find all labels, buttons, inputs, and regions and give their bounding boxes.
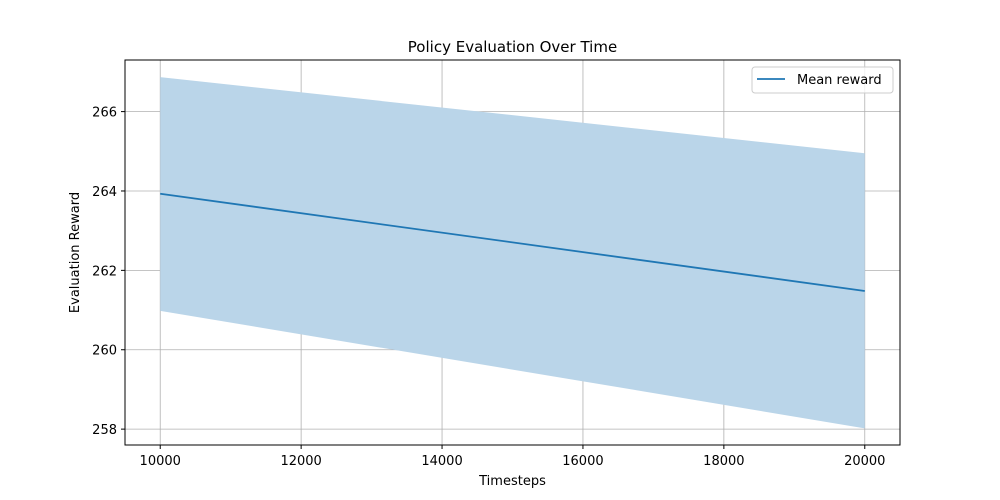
y-tick-label: 264	[92, 185, 117, 200]
legend-box	[751, 66, 894, 94]
x-tick-label: 10000	[140, 454, 181, 469]
y-tick-label: 258	[92, 423, 117, 438]
plot-frame	[124, 59, 901, 446]
legend: Mean reward	[751, 66, 894, 94]
y-axis-label: Evaluation Reward	[68, 192, 83, 313]
chart-title: Policy Evaluation Over Time	[408, 38, 617, 56]
x-tick-label: 14000	[421, 454, 462, 469]
y-axis-ticks: 258 260 262 264 266	[92, 106, 125, 438]
confidence-bands	[160, 77, 865, 429]
series-lines	[160, 192, 865, 292]
x-tick-label: 12000	[280, 454, 321, 469]
x-axis-label: Timesteps	[478, 474, 546, 489]
series-line-mean-reward	[160, 192, 865, 292]
x-tick-label: 18000	[703, 454, 744, 469]
x-axis-ticks: 10000 12000 14000 16000 18000 20000	[140, 445, 885, 469]
confidence-band	[160, 77, 865, 429]
x-tick-label: 20000	[844, 454, 885, 469]
y-tick-label: 266	[92, 106, 117, 121]
y-tick-label: 260	[92, 344, 117, 359]
y-tick-label: 262	[92, 264, 117, 279]
legend-label-mean-reward: Mean reward	[797, 73, 882, 88]
x-tick-label: 16000	[562, 454, 603, 469]
